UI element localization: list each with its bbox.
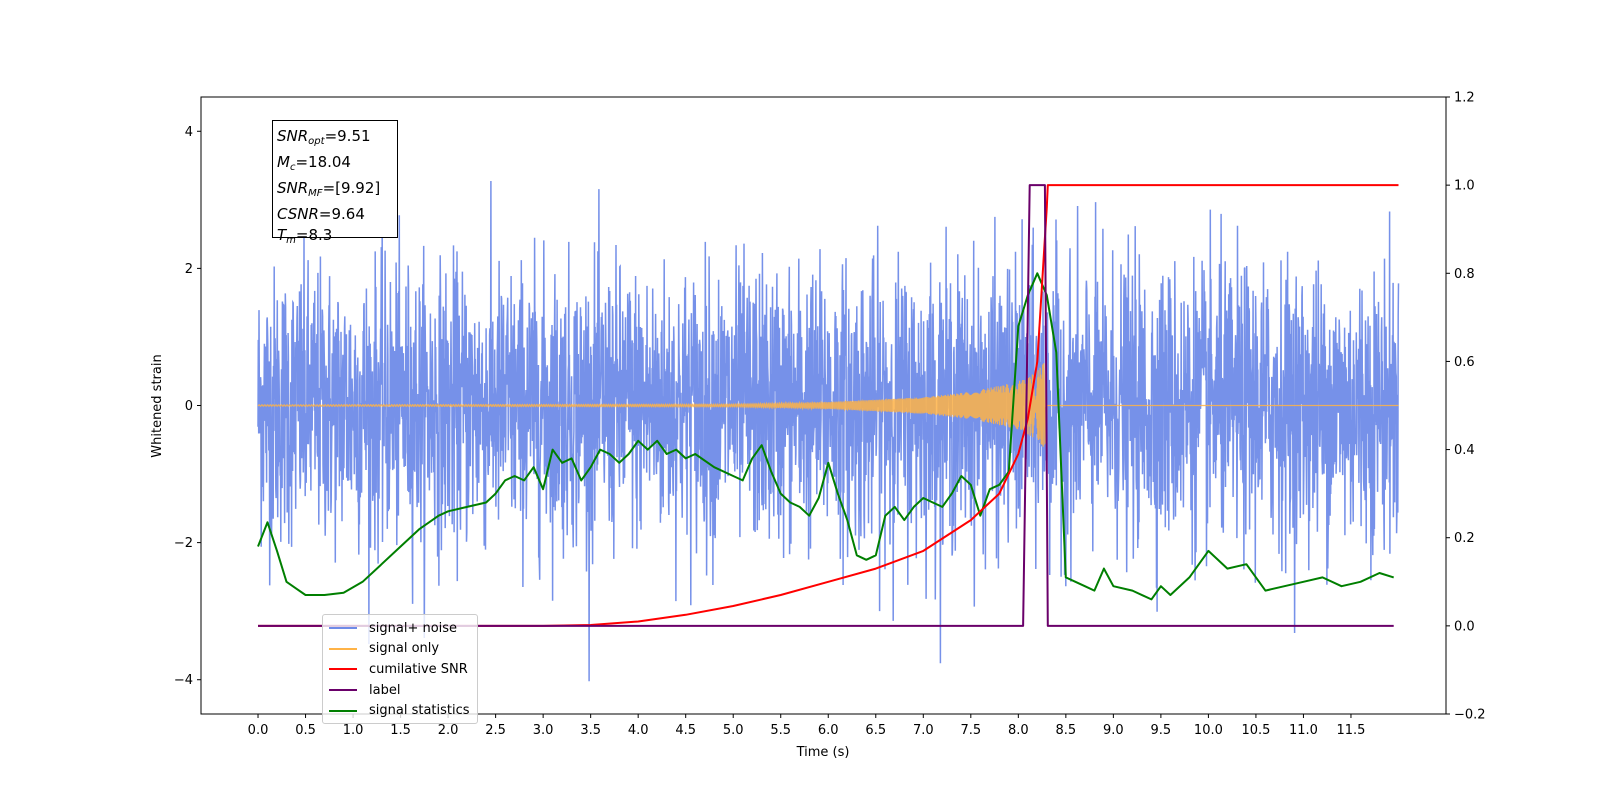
x-tick-label: 9.0 <box>1103 723 1124 738</box>
y-left-tick-label: 2 <box>185 262 193 277</box>
y-right-tick-label: 0.2 <box>1454 531 1475 546</box>
tm-row: Tm=8.3 <box>277 226 333 246</box>
snr-mf-value: [9.92] <box>335 179 381 197</box>
x-tick-label: 8.5 <box>1056 723 1077 738</box>
tm-value: 8.3 <box>308 226 333 244</box>
legend: signal+ noise signal only cumilative SNR… <box>322 614 478 724</box>
series-signal-only <box>257 363 1399 453</box>
x-tick-label: 3.0 <box>533 723 554 738</box>
x-tick-label: 10.5 <box>1241 723 1270 738</box>
snr-opt-row: SNRopt=9.51 <box>277 127 371 147</box>
series-signal-statistics <box>257 272 1394 601</box>
y-right-tick-label: 0.8 <box>1454 267 1475 282</box>
x-tick-label: 0.5 <box>295 723 316 738</box>
plot-area <box>257 180 1400 682</box>
y-axis-left: 4 2 0 −2 −4 <box>174 125 201 688</box>
y-right-tick-label: 1.0 <box>1454 179 1475 194</box>
legend-swatch <box>329 689 357 692</box>
legend-entry-signal-noise: signal+ noise <box>329 618 477 639</box>
mc-row: Mc=18.04 <box>277 153 351 173</box>
legend-entry-signal-statistics: signal statistics <box>329 700 477 721</box>
csnr-row: CSNR=9.64 <box>277 205 365 223</box>
x-tick-label: 7.5 <box>960 723 981 738</box>
x-tick-label: 9.5 <box>1151 723 1172 738</box>
x-tick-label: 3.5 <box>580 723 601 738</box>
snr-opt-value: 9.51 <box>337 127 371 145</box>
y-left-tick-label: −4 <box>174 673 193 688</box>
x-axis: 0.0 0.5 1.0 1.5 2.0 2.5 3.0 3.5 4.0 4.5 5.0 5.5 6.0 6… <box>248 714 1365 738</box>
legend-entry-label: label <box>329 680 477 701</box>
y-left-tick-label: −2 <box>174 536 193 551</box>
x-tick-label: 5.5 <box>770 723 791 738</box>
x-tick-label: 4.5 <box>675 723 696 738</box>
x-tick-label: 10.0 <box>1194 723 1223 738</box>
x-tick-label: 11.0 <box>1289 723 1318 738</box>
legend-label: label <box>369 682 401 698</box>
y-right-tick-label: 1.2 <box>1454 91 1475 106</box>
y-right-tick-label: 0.4 <box>1454 443 1475 458</box>
x-tick-label: 6.5 <box>865 723 886 738</box>
x-tick-label: 4.0 <box>628 723 649 738</box>
x-tick-label: 6.0 <box>818 723 839 738</box>
snr-mf-row: SNRMF=[9.92] <box>277 179 381 199</box>
x-tick-label: 1.5 <box>390 723 411 738</box>
legend-label: signal+ noise <box>369 620 458 636</box>
series-label <box>258 184 1394 627</box>
x-tick-label: 2.0 <box>438 723 459 738</box>
x-tick-label: 5.0 <box>723 723 744 738</box>
x-tick-label: 1.0 <box>343 723 364 738</box>
csnr-value: 9.64 <box>331 205 365 223</box>
series-signal-noise <box>257 180 1400 682</box>
x-tick-label: 2.5 <box>485 723 506 738</box>
y-right-tick-label: 0.0 <box>1454 619 1475 634</box>
y-right-tick-label: 0.6 <box>1454 355 1475 370</box>
legend-entry-cumulative-snr: cumilative SNR <box>329 659 477 680</box>
x-tick-label: 8.0 <box>1008 723 1029 738</box>
y-axis-label: Whitened strain <box>150 354 165 457</box>
legend-label: cumilative SNR <box>369 661 468 677</box>
legend-swatch <box>329 668 357 671</box>
legend-swatch <box>329 647 357 650</box>
stats-annotation: SNRopt=9.51 Mc=18.04 SNRMF=[9.92] CSNR=9… <box>272 120 398 246</box>
y-axis-right: 1.2 1.0 0.8 0.6 0.4 0.2 0.0 −0.2 <box>1446 91 1486 723</box>
y-left-tick-label: 0 <box>185 399 193 414</box>
x-tick-label: 7.0 <box>913 723 934 738</box>
x-axis-label: Time (s) <box>796 745 850 760</box>
series-cumulative-snr <box>258 184 1399 627</box>
y-left-tick-label: 4 <box>185 125 193 140</box>
y-right-tick-label: −0.2 <box>1454 708 1486 723</box>
legend-label: signal statistics <box>369 703 470 719</box>
x-tick-label: 0.0 <box>248 723 269 738</box>
x-tick-label: 11.5 <box>1336 723 1365 738</box>
legend-swatch <box>329 627 357 630</box>
legend-swatch <box>329 709 357 712</box>
mc-value: 18.04 <box>308 153 351 171</box>
legend-label: signal only <box>369 641 440 657</box>
legend-entry-signal-only: signal only <box>329 639 477 660</box>
